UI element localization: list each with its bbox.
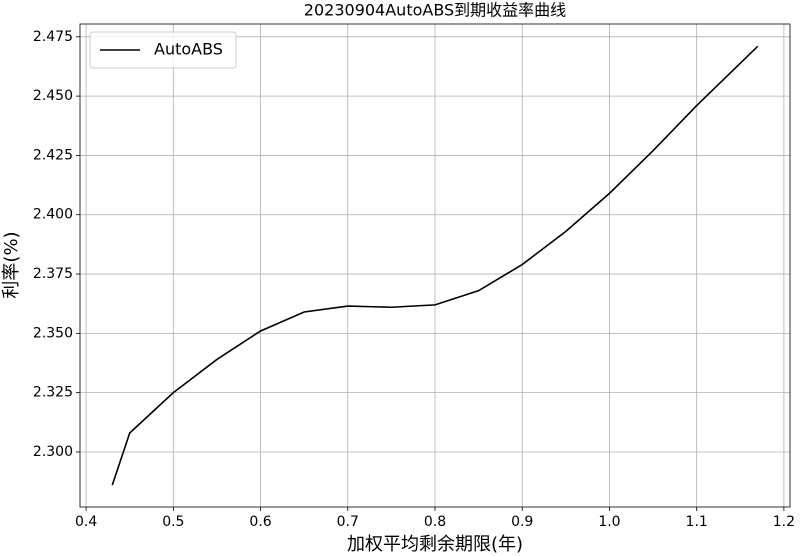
y-tick-label: 2.325 — [33, 385, 73, 401]
x-axis-label: 加权平均剩余期限(年) — [347, 534, 523, 555]
x-tick-label: 1.2 — [773, 514, 795, 530]
y-tick-label: 2.350 — [33, 325, 73, 341]
x-tick-label: 1.1 — [686, 514, 708, 530]
y-tick-label: 2.400 — [33, 207, 73, 223]
line-series — [111, 45, 759, 486]
chart-title: 20230904AutoABS到期收益率曲线 — [304, 1, 566, 20]
y-tick-label: 2.300 — [33, 444, 73, 460]
x-tick-label: 0.9 — [511, 514, 533, 530]
plot-frame — [79, 23, 791, 508]
y-tick-label: 2.425 — [33, 147, 73, 163]
y-tick-label: 2.475 — [33, 29, 73, 45]
x-tick-label: 0.4 — [75, 514, 97, 530]
x-tick-label: 0.5 — [162, 514, 184, 530]
x-tick-label: 0.6 — [249, 514, 271, 530]
y-axis-label: 利率(%) — [1, 231, 22, 298]
legend-box — [89, 31, 237, 69]
x-tick-label: 0.8 — [424, 514, 446, 530]
legend-label: AutoABS — [154, 40, 223, 59]
y-tick-label: 2.375 — [33, 266, 73, 282]
x-tick-label: 0.7 — [337, 514, 359, 530]
x-tick-label: 1.0 — [598, 514, 620, 530]
y-tick-label: 2.450 — [33, 88, 73, 104]
